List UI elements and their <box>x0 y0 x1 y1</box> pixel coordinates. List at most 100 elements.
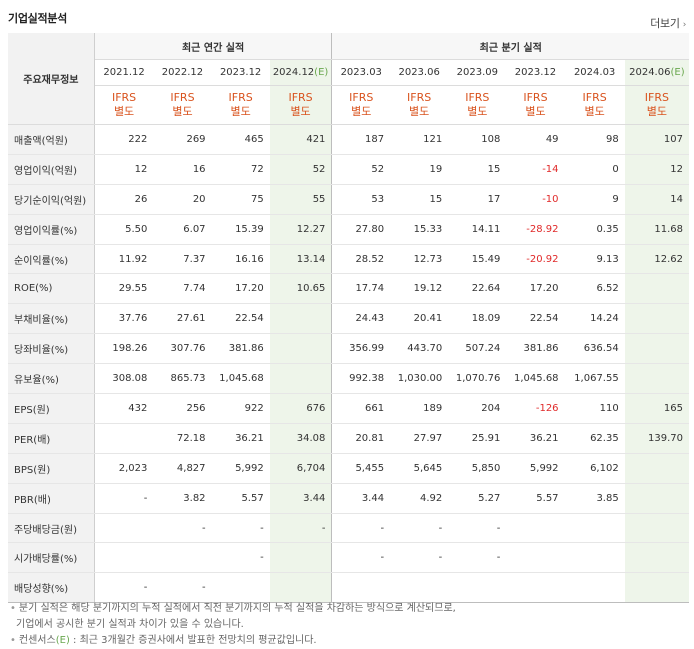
table-cell: 34.08 <box>269 423 332 454</box>
table-cell: 20.41 <box>390 303 449 335</box>
footnote-1-line1: 분기 실적은 해당 분기까지의 누적 실적에서 직전 분기까지의 누적 실적을 … <box>18 603 456 614</box>
table-row: 매출액(억원) 222 269 465 421 187 121 108 49 98 107 <box>8 124 689 155</box>
table-cell: - <box>211 512 270 544</box>
table-cell: 189 <box>390 393 449 424</box>
table-cell <box>153 542 212 574</box>
table-cell: 17.20 <box>211 273 270 305</box>
table-row: PER(배) 72.18 36.21 34.08 20.81 27.97 25.91 36.2… <box>8 423 689 454</box>
table-cell: 22.64 <box>448 273 507 305</box>
table-cell: 15.39 <box>211 213 270 245</box>
chevron-right-icon: › <box>682 20 687 30</box>
more-link[interactable]: 더보기 › <box>650 15 686 31</box>
table-cell <box>506 512 565 544</box>
period-header: 2023.09 <box>448 59 507 86</box>
basis-type: 별도 <box>409 105 430 118</box>
more-label: 더보기 <box>650 17 680 30</box>
basis-type: 별도 <box>290 105 311 118</box>
row-label: BPS(원) <box>8 453 95 484</box>
table-cell: 1,067.55 <box>564 363 625 395</box>
footnote-2-estimate-mark: (E) <box>55 635 70 646</box>
period-header-row: 2021.12 2022.12 2023.12 2024.12(E) 2023.03 20… <box>8 59 689 86</box>
row-label: 영업이익률(%) <box>8 213 95 245</box>
basis-type: 별도 <box>230 105 251 118</box>
table-cell: 12 <box>94 154 154 185</box>
annual-group-header: 최근 연간 실적 <box>94 33 332 60</box>
table-cell: 18.09 <box>448 303 507 335</box>
table-cell: 222 <box>94 124 154 155</box>
table-cell: 20.81 <box>331 423 391 454</box>
table-cell: 26 <box>94 184 154 215</box>
table-cell: 432 <box>94 393 154 424</box>
table-cell: 75 <box>211 184 270 215</box>
table-cell: - <box>390 542 449 574</box>
table-cell <box>564 572 625 604</box>
row-label: 영업이익(억원) <box>8 154 95 185</box>
table-row: ROE(%) 29.55 7.74 17.20 10.65 17.74 19.12 22.64… <box>8 273 689 305</box>
basis-header: IFRS 별도 <box>448 85 507 125</box>
table-cell: - <box>153 512 212 544</box>
table-cell: - <box>331 542 391 574</box>
table-cell: 187 <box>331 124 391 155</box>
table-cell: 108 <box>448 124 507 155</box>
basis-type: 별도 <box>351 105 372 118</box>
table-cell: 20 <box>153 184 212 215</box>
table-cell: 204 <box>448 393 507 424</box>
table-cell: 661 <box>331 393 391 424</box>
basis-standard: IFRS <box>465 91 490 104</box>
row-label: ROE(%) <box>8 273 95 305</box>
table-cell: 5.27 <box>448 483 507 514</box>
table-cell: 36.21 <box>211 423 270 454</box>
table-cell: 62.35 <box>564 423 625 454</box>
period-label: 2024.03 <box>573 67 616 78</box>
table-cell: 5,992 <box>506 453 565 484</box>
basis-type: 별도 <box>525 105 546 118</box>
table-cell: - <box>269 512 332 544</box>
period-header: 2021.12 <box>94 59 154 86</box>
table-cell: 12 <box>624 154 689 185</box>
table-cell: - <box>390 512 449 544</box>
table-cell: 15.49 <box>448 244 507 275</box>
table-cell: 5,850 <box>448 453 507 484</box>
table-cell: 922 <box>211 393 270 424</box>
table-cell: 676 <box>269 393 332 424</box>
corner-header: 주요재무정보 <box>8 33 95 125</box>
table-row: 주당배당금(원) - - - - - - <box>8 512 689 544</box>
basis-type: 별도 <box>646 105 667 118</box>
table-cell: 7.74 <box>153 273 212 305</box>
row-label: EPS(원) <box>8 393 95 424</box>
basis-header: IFRS 별도 <box>564 85 625 125</box>
period-header: 2024.03 <box>564 59 625 86</box>
period-label: 2024.06 <box>629 67 671 78</box>
basis-header: IFRS 별도 <box>94 85 154 125</box>
table-cell <box>564 542 625 574</box>
period-header: 2023.12 <box>506 59 565 86</box>
table-cell: 11.92 <box>94 244 154 275</box>
table-cell <box>506 542 565 574</box>
period-header: 2023.06 <box>390 59 449 86</box>
table-cell: 28.52 <box>331 244 391 275</box>
table-cell: - <box>94 572 154 604</box>
footnote-2-prefix: 컨센서스 <box>18 635 56 646</box>
table-cell: 52 <box>331 154 391 185</box>
table-cell <box>564 512 625 544</box>
table-cell: 9.13 <box>564 244 625 275</box>
basis-header: IFRS 별도 <box>624 85 689 125</box>
table-cell: 507.24 <box>448 333 507 365</box>
table-cell: 72.18 <box>153 423 212 454</box>
footnotes: • 분기 실적은 해당 분기까지의 누적 실적에서 직전 분기까지의 누적 실적을… <box>10 601 456 649</box>
table-cell <box>94 542 154 574</box>
table-cell: -28.92 <box>506 213 565 245</box>
table-cell <box>269 542 332 574</box>
table-cell: 19.12 <box>390 273 449 305</box>
table-body: 매출액(억원) 222 269 465 421 187 121 108 49 98 107 영업이익(… <box>8 124 689 604</box>
table-cell <box>624 483 689 514</box>
table-cell: 110 <box>564 393 625 424</box>
table-cell: 15 <box>448 154 507 185</box>
table-cell <box>269 363 332 395</box>
financial-table: 주요재무정보 최근 연간 실적 최근 분기 실적 2021.12 2022.12 2… <box>8 33 689 604</box>
table-cell <box>624 512 689 544</box>
basis-header: IFRS 별도 <box>211 85 270 125</box>
basis-header: IFRS 별도 <box>506 85 565 125</box>
row-label: 주당배당금(원) <box>8 512 95 544</box>
quarter-group-header: 최근 분기 실적 <box>331 33 689 60</box>
